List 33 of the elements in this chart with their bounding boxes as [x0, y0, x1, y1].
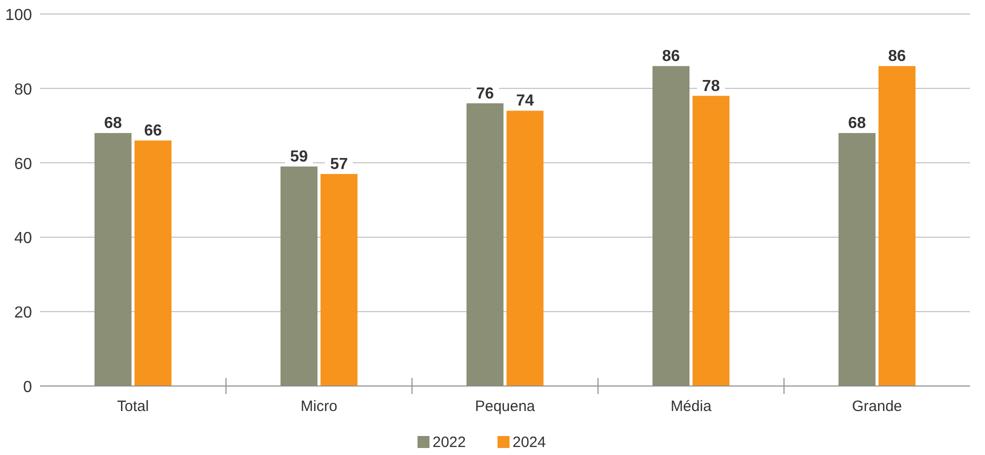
bar: [466, 103, 504, 386]
x-tick-label: Média: [670, 398, 712, 415]
y-tick-label: 40: [14, 230, 32, 248]
data-label: 68: [104, 115, 122, 132]
x-tick-label: Pequena: [474, 398, 536, 415]
legend-label: 2024: [512, 434, 546, 451]
y-tick-label: 80: [14, 81, 32, 98]
data-label: 74: [516, 92, 534, 110]
data-label: 66: [144, 122, 162, 140]
bar: [94, 133, 132, 386]
data-label: 86: [662, 48, 680, 66]
y-tick-label: 0: [23, 379, 32, 396]
data-label: 68: [848, 115, 866, 132]
x-tick-label: Grande: [852, 398, 902, 415]
bar: [320, 174, 358, 386]
bar: [878, 66, 916, 386]
legend-label: 2022: [432, 434, 466, 451]
data-label: 57: [330, 156, 348, 173]
bar: [652, 66, 690, 386]
x-tick-label: Micro: [300, 398, 338, 415]
bar: [838, 133, 876, 386]
y-tick-label: 20: [14, 304, 32, 322]
data-label: 86: [888, 48, 906, 66]
y-tick-label: 100: [5, 7, 32, 24]
bar: [506, 110, 544, 386]
y-tick-label: 60: [14, 156, 32, 173]
data-label: 76: [476, 85, 494, 102]
x-tick-label: Total: [117, 398, 149, 415]
bar: [280, 166, 318, 386]
data-label: 78: [702, 78, 720, 95]
data-label: 59: [290, 148, 308, 166]
bar: [134, 140, 172, 386]
bar: [692, 96, 730, 386]
